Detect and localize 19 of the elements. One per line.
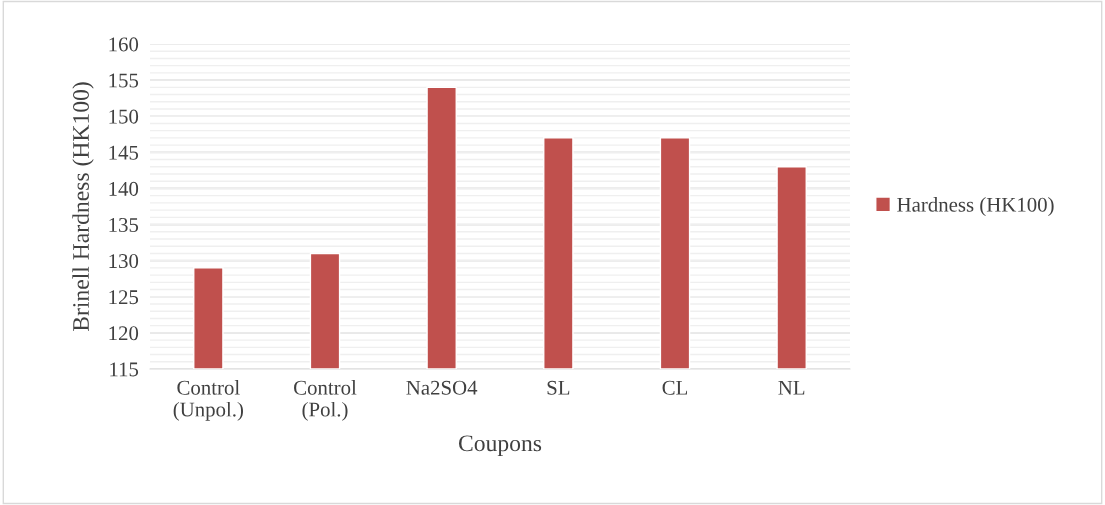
x-tick-label: Control (Unpol.) — [173, 380, 243, 421]
y-tick-label: 135 — [109, 217, 139, 232]
legend-label: Hardness (HK100) — [897, 197, 1054, 217]
y-tick-label: 115 — [110, 362, 139, 377]
y-tick-label: 125 — [109, 290, 139, 305]
y-tick-label: 145 — [109, 145, 139, 160]
y-tick-label: 155 — [109, 73, 139, 88]
x-axis-title: Coupons — [458, 435, 542, 457]
x-tick-label: Na2SO4 — [406, 380, 478, 395]
x-tick-label: CL — [662, 380, 688, 395]
x-tick-label: Control (Pol.) — [294, 380, 357, 421]
x-tick-label: NL — [778, 380, 805, 395]
y-tick-label: 120 — [109, 326, 139, 341]
y-tick-label: 130 — [109, 254, 139, 269]
y-axis-title: Brinell Hardness (HK100) — [72, 82, 94, 332]
x-tick-label: SL — [547, 380, 570, 395]
y-tick-label: 150 — [109, 109, 139, 124]
y-tick-label: 160 — [109, 37, 139, 52]
y-tick-label: 140 — [109, 181, 139, 196]
